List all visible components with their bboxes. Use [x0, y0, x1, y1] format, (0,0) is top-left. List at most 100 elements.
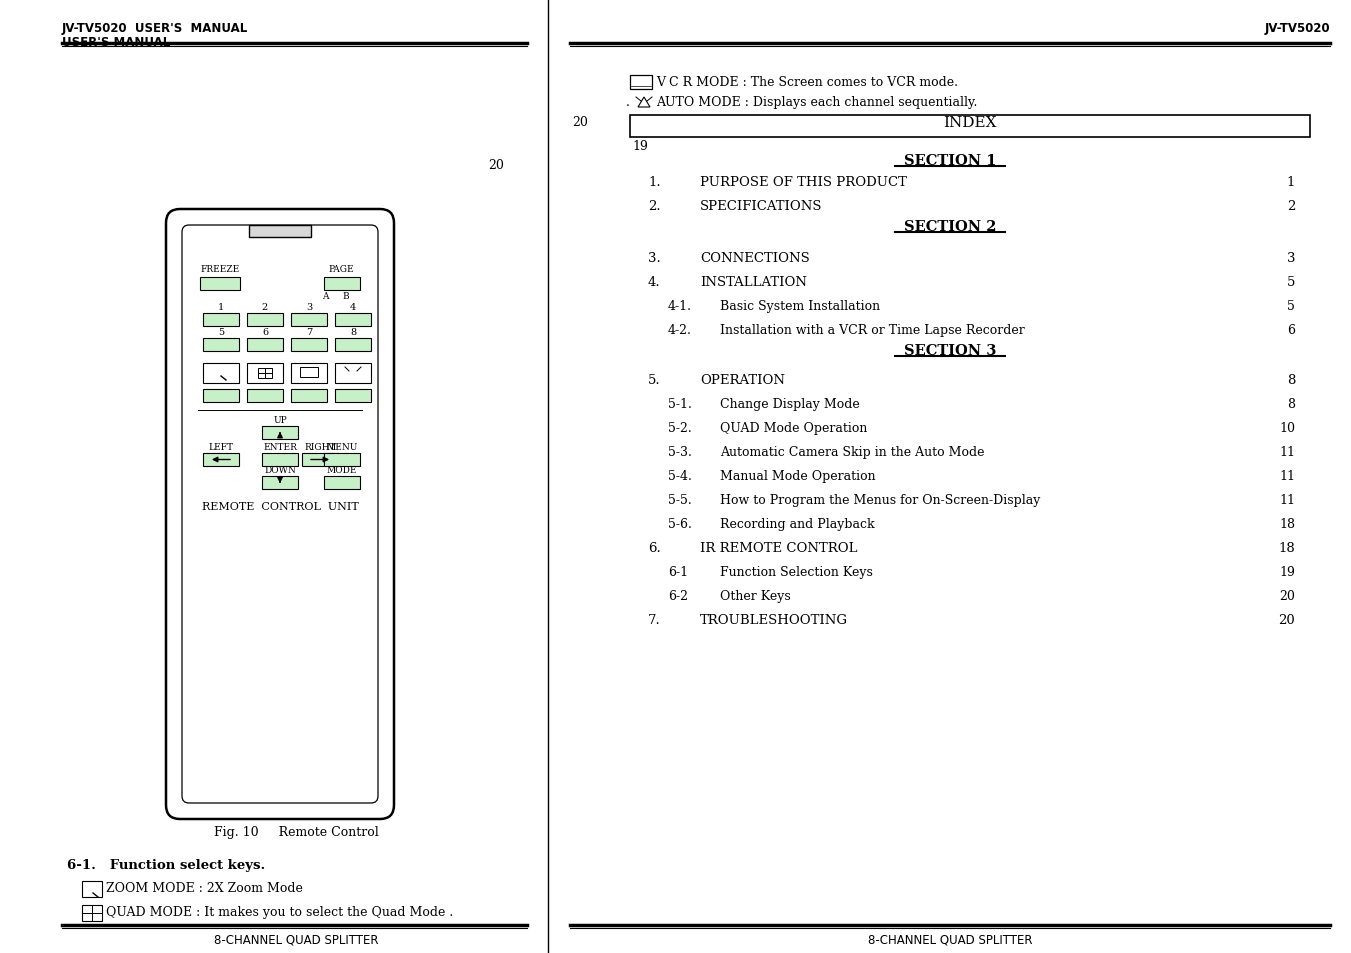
Text: 20: 20	[571, 116, 588, 129]
Text: 7: 7	[305, 328, 312, 336]
Text: 8: 8	[1288, 397, 1296, 411]
Text: How to Program the Menus for On-Screen-Display: How to Program the Menus for On-Screen-D…	[720, 494, 1040, 506]
Bar	[262, 427, 299, 439]
Text: 5-6.: 5-6.	[667, 517, 692, 531]
Text: 2.: 2.	[648, 200, 661, 213]
Text: 3: 3	[1286, 252, 1296, 265]
Text: QUAD MODE : It makes you to select the Quad Mode .: QUAD MODE : It makes you to select the Q…	[105, 905, 453, 918]
Bar	[300, 368, 317, 377]
Text: 20: 20	[1278, 614, 1296, 626]
Text: 19: 19	[632, 140, 648, 152]
Text: 11: 11	[1279, 470, 1296, 482]
Bar	[335, 338, 372, 352]
Text: Fig. 10     Remote Control: Fig. 10 Remote Control	[213, 825, 378, 838]
Bar	[324, 476, 359, 490]
Text: 5-5.: 5-5.	[667, 494, 692, 506]
Text: CONNECTIONS: CONNECTIONS	[700, 252, 809, 265]
Text: INDEX: INDEX	[943, 116, 997, 130]
Text: IR REMOTE CONTROL: IR REMOTE CONTROL	[700, 541, 858, 555]
Text: 5: 5	[218, 328, 224, 336]
Text: 5.: 5.	[648, 374, 661, 387]
Text: SECTION 3: SECTION 3	[904, 344, 996, 357]
Text: 8-CHANNEL QUAD SPLITTER: 8-CHANNEL QUAD SPLITTER	[867, 933, 1032, 946]
Text: MENU: MENU	[327, 442, 358, 452]
Text: JV-TV5020: JV-TV5020	[1265, 22, 1329, 35]
Text: 7.: 7.	[648, 614, 661, 626]
Text: 8-CHANNEL QUAD SPLITTER: 8-CHANNEL QUAD SPLITTER	[213, 933, 378, 946]
Bar	[335, 314, 372, 327]
Text: Other Keys: Other Keys	[720, 589, 790, 602]
Bar	[82, 905, 101, 921]
Bar	[203, 364, 239, 384]
Bar	[203, 338, 239, 352]
Text: 2: 2	[262, 303, 267, 312]
Text: Installation with a VCR or Time Lapse Recorder: Installation with a VCR or Time Lapse Re…	[720, 324, 1025, 336]
Text: 4: 4	[350, 303, 357, 312]
Text: TROUBLESHOOTING: TROUBLESHOOTING	[700, 614, 848, 626]
Text: ENTER: ENTER	[263, 442, 297, 452]
Text: 18: 18	[1279, 517, 1296, 531]
Text: 19: 19	[1279, 565, 1296, 578]
Bar	[262, 454, 299, 467]
Text: RIGHT: RIGHT	[304, 442, 336, 452]
Text: REMOTE  CONTROL  UNIT: REMOTE CONTROL UNIT	[201, 501, 358, 512]
Text: MODE: MODE	[327, 465, 357, 475]
Bar	[262, 476, 299, 490]
Bar	[258, 374, 265, 378]
Text: 10: 10	[1279, 421, 1296, 435]
Bar	[324, 454, 359, 467]
Text: 6-1.   Function select keys.: 6-1. Function select keys.	[68, 858, 265, 871]
Bar	[247, 338, 282, 352]
Text: 4-2.: 4-2.	[667, 324, 692, 336]
Text: 5-3.: 5-3.	[667, 446, 692, 458]
Text: OPERATION: OPERATION	[700, 374, 785, 387]
Bar	[335, 390, 372, 402]
Text: INSTALLATION: INSTALLATION	[700, 275, 807, 289]
Text: B: B	[342, 292, 349, 301]
Text: SECTION 2: SECTION 2	[904, 220, 996, 233]
Text: 8: 8	[350, 328, 357, 336]
Text: Recording and Playback: Recording and Playback	[720, 517, 874, 531]
Text: ZOOM MODE : 2X Zoom Mode: ZOOM MODE : 2X Zoom Mode	[105, 882, 303, 894]
Text: AUTO MODE : Displays each channel sequentially.: AUTO MODE : Displays each channel sequen…	[657, 96, 977, 109]
Text: 6: 6	[1288, 324, 1296, 336]
Bar	[630, 76, 653, 90]
Text: 6-2: 6-2	[667, 589, 688, 602]
Text: A: A	[322, 292, 328, 301]
Bar	[303, 454, 338, 467]
Bar	[265, 374, 272, 378]
Bar	[203, 454, 239, 467]
Text: Change Display Mode: Change Display Mode	[720, 397, 859, 411]
Text: QUAD Mode Operation: QUAD Mode Operation	[720, 421, 867, 435]
Text: DOWN: DOWN	[265, 465, 296, 475]
Bar	[203, 314, 239, 327]
Text: 11: 11	[1279, 446, 1296, 458]
FancyBboxPatch shape	[166, 210, 394, 820]
Text: 8: 8	[1286, 374, 1296, 387]
Text: Function Selection Keys: Function Selection Keys	[720, 565, 873, 578]
Bar	[630, 116, 1310, 138]
Bar	[290, 364, 327, 384]
Text: USER'S MANUAL: USER'S MANUAL	[62, 36, 170, 49]
Bar	[290, 390, 327, 402]
Text: 5: 5	[1286, 275, 1296, 289]
Text: UP: UP	[273, 416, 286, 424]
Text: Automatic Camera Skip in the Auto Mode: Automatic Camera Skip in the Auto Mode	[720, 446, 985, 458]
Text: 5: 5	[1288, 299, 1296, 313]
Bar	[258, 369, 265, 374]
Text: 1.: 1.	[648, 175, 661, 189]
Text: SECTION 1: SECTION 1	[904, 153, 996, 168]
Text: LEFT: LEFT	[208, 442, 234, 452]
Text: 20: 20	[488, 159, 504, 172]
Text: 1: 1	[1286, 175, 1296, 189]
Text: 18: 18	[1278, 541, 1296, 555]
Text: 5-4.: 5-4.	[667, 470, 692, 482]
Text: PAGE: PAGE	[328, 265, 354, 274]
Text: 2: 2	[1286, 200, 1296, 213]
Text: Basic System Installation: Basic System Installation	[720, 299, 880, 313]
Text: 20: 20	[1279, 589, 1296, 602]
Text: 5-2.: 5-2.	[667, 421, 692, 435]
Text: PURPOSE OF THIS PRODUCT: PURPOSE OF THIS PRODUCT	[700, 175, 907, 189]
Bar	[203, 390, 239, 402]
Text: Manual Mode Operation: Manual Mode Operation	[720, 470, 875, 482]
